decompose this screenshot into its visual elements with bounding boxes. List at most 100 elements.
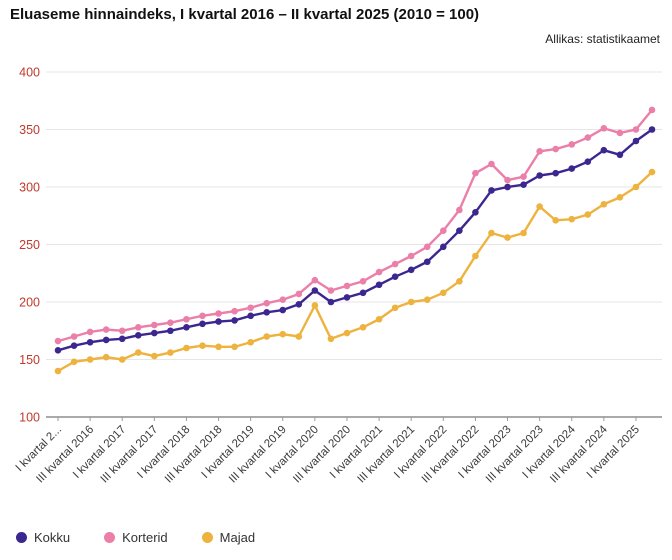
data-point-majad[interactable] — [488, 229, 495, 237]
data-point-majad[interactable] — [327, 335, 335, 343]
data-point-kokku[interactable] — [488, 187, 495, 194]
data-point-majad[interactable] — [616, 194, 624, 201]
data-point-kokku[interactable] — [295, 301, 303, 308]
data-point-kokku[interactable] — [648, 126, 656, 133]
data-point-korterid[interactable] — [118, 327, 126, 335]
data-point-kokku[interactable] — [343, 294, 351, 301]
data-point-majad[interactable] — [263, 333, 271, 340]
data-point-kokku[interactable] — [279, 306, 287, 314]
data-point-korterid[interactable] — [247, 304, 254, 312]
data-point-korterid[interactable] — [375, 268, 383, 276]
data-point-kokku[interactable] — [616, 151, 624, 159]
data-point-kokku[interactable] — [167, 327, 174, 335]
data-point-kokku[interactable] — [263, 309, 271, 316]
data-point-korterid[interactable] — [456, 206, 463, 214]
data-point-kokku[interactable] — [199, 320, 206, 328]
data-point-majad[interactable] — [600, 200, 608, 208]
data-point-majad[interactable] — [568, 215, 576, 223]
data-point-majad[interactable] — [215, 343, 222, 351]
data-point-kokku[interactable] — [439, 243, 447, 251]
data-point-majad[interactable] — [359, 324, 367, 331]
data-point-kokku[interactable] — [600, 146, 608, 154]
data-point-korterid[interactable] — [231, 307, 238, 315]
data-point-majad[interactable] — [183, 344, 190, 352]
data-point-korterid[interactable] — [488, 160, 495, 168]
data-point-korterid[interactable] — [343, 282, 351, 290]
data-point-majad[interactable] — [456, 278, 463, 285]
data-point-korterid[interactable] — [215, 310, 222, 317]
data-point-korterid[interactable] — [552, 145, 559, 153]
data-point-majad[interactable] — [504, 234, 511, 241]
data-point-korterid[interactable] — [54, 337, 62, 345]
data-point-majad[interactable] — [632, 183, 640, 191]
data-point-korterid[interactable] — [472, 169, 479, 177]
data-point-kokku[interactable] — [375, 281, 383, 289]
data-point-majad[interactable] — [54, 367, 62, 375]
data-point-kokku[interactable] — [311, 287, 319, 294]
data-point-kokku[interactable] — [504, 183, 511, 191]
data-point-kokku[interactable] — [568, 165, 576, 172]
data-point-korterid[interactable] — [584, 134, 592, 141]
data-point-majad[interactable] — [102, 353, 110, 361]
data-point-korterid[interactable] — [167, 319, 174, 327]
data-point-korterid[interactable] — [359, 278, 367, 285]
data-point-majad[interactable] — [439, 289, 447, 297]
data-point-korterid[interactable] — [536, 148, 543, 155]
data-point-kokku[interactable] — [231, 317, 238, 324]
data-point-kokku[interactable] — [247, 312, 254, 320]
data-point-majad[interactable] — [86, 356, 94, 363]
data-point-korterid[interactable] — [295, 290, 303, 298]
data-point-kokku[interactable] — [70, 342, 78, 350]
data-point-majad[interactable] — [423, 296, 431, 303]
data-point-majad[interactable] — [134, 349, 142, 356]
data-point-majad[interactable] — [584, 211, 592, 218]
data-point-kokku[interactable] — [423, 258, 431, 266]
data-point-korterid[interactable] — [263, 299, 271, 307]
data-point-kokku[interactable] — [472, 209, 479, 216]
data-point-majad[interactable] — [343, 329, 351, 337]
data-point-majad[interactable] — [311, 302, 319, 309]
data-point-kokku[interactable] — [584, 158, 592, 165]
data-point-kokku[interactable] — [391, 273, 399, 280]
data-point-korterid[interactable] — [407, 252, 415, 260]
data-point-kokku[interactable] — [327, 298, 335, 306]
data-point-korterid[interactable] — [504, 176, 511, 184]
data-point-korterid[interactable] — [279, 296, 287, 303]
data-point-korterid[interactable] — [616, 129, 624, 137]
data-point-kokku[interactable] — [215, 318, 222, 325]
data-point-kokku[interactable] — [407, 266, 415, 274]
data-point-kokku[interactable] — [102, 336, 110, 344]
data-point-kokku[interactable] — [183, 324, 190, 331]
data-point-kokku[interactable] — [456, 227, 463, 234]
legend-item-kokku[interactable]: Kokku — [16, 530, 70, 545]
data-point-majad[interactable] — [231, 343, 238, 351]
data-point-majad[interactable] — [472, 252, 479, 260]
data-point-majad[interactable] — [536, 203, 543, 210]
data-point-korterid[interactable] — [600, 125, 608, 132]
data-point-majad[interactable] — [247, 338, 254, 346]
data-point-korterid[interactable] — [568, 141, 576, 148]
data-point-majad[interactable] — [407, 298, 415, 306]
data-point-korterid[interactable] — [134, 324, 142, 331]
data-point-majad[interactable] — [199, 342, 206, 350]
data-point-kokku[interactable] — [552, 169, 559, 177]
data-point-korterid[interactable] — [70, 333, 78, 340]
data-point-korterid[interactable] — [199, 312, 206, 320]
data-point-korterid[interactable] — [423, 243, 431, 251]
data-point-majad[interactable] — [520, 229, 527, 237]
data-point-kokku[interactable] — [151, 329, 158, 337]
data-point-kokku[interactable] — [520, 181, 527, 188]
data-point-kokku[interactable] — [536, 172, 543, 179]
data-point-majad[interactable] — [552, 217, 559, 224]
data-point-korterid[interactable] — [102, 326, 110, 333]
data-point-majad[interactable] — [118, 356, 126, 363]
data-point-majad[interactable] — [295, 333, 303, 340]
data-point-kokku[interactable] — [359, 289, 367, 297]
data-point-kokku[interactable] — [54, 347, 62, 354]
data-point-majad[interactable] — [70, 358, 78, 366]
data-point-korterid[interactable] — [632, 126, 640, 133]
legend-item-majad[interactable]: Majad — [201, 530, 255, 545]
data-point-korterid[interactable] — [520, 173, 527, 180]
data-point-majad[interactable] — [151, 352, 158, 360]
data-point-korterid[interactable] — [183, 315, 190, 323]
